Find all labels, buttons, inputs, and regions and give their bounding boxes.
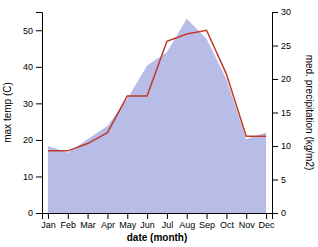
tick-mark	[272, 146, 278, 147]
x-axis-title: date (month)	[127, 232, 188, 243]
tick-label: May	[119, 220, 137, 230]
axis-line	[43, 214, 273, 220]
tick-label: Oct	[220, 220, 235, 230]
tick-label: Apr	[101, 220, 115, 230]
tick-label: Jun	[140, 220, 155, 230]
tick-label: 10	[23, 172, 33, 182]
tick-label: Jul	[162, 220, 174, 230]
tick-mark	[107, 213, 108, 219]
tick-mark	[266, 213, 267, 219]
tick: 20	[23, 135, 42, 145]
tick-label: 40	[23, 62, 33, 72]
y2-axis-title: med. precipitation (kg/m2)	[304, 55, 315, 171]
tick: 10	[272, 141, 291, 151]
tick: Mar	[80, 213, 96, 230]
tick-label: 20	[23, 135, 33, 145]
tick: 0	[28, 208, 42, 218]
tick-label: Nov	[239, 220, 256, 230]
tick-label: Jan	[41, 220, 56, 230]
tick-mark	[36, 140, 42, 141]
tick: Apr	[101, 213, 115, 230]
tick-label: 15	[281, 108, 291, 118]
area	[48, 19, 266, 213]
tick-mark	[187, 213, 188, 219]
tick-label: 10	[281, 141, 291, 151]
tick-label: Mar	[80, 220, 96, 230]
tick: Jul	[162, 213, 174, 230]
tick-mark	[127, 213, 128, 219]
tick: 15	[272, 108, 291, 118]
tick: Nov	[239, 213, 256, 230]
tick: Sep	[199, 213, 215, 230]
tick-mark	[272, 113, 278, 114]
tick-mark	[36, 103, 42, 104]
tick: Feb	[61, 213, 77, 230]
tick: 10	[23, 172, 42, 182]
tick-mark	[36, 67, 42, 68]
tick: 5	[272, 175, 286, 185]
tick: Jan	[41, 213, 56, 230]
tick: 50	[23, 26, 42, 36]
tick: Oct	[220, 213, 235, 230]
tick-label: Aug	[179, 220, 195, 230]
y-axis: 0 10 20 30 40 50	[23, 13, 43, 219]
tick-mark	[272, 12, 278, 13]
tick-label: 5	[281, 175, 286, 185]
tick-mark	[272, 180, 278, 181]
tick-label: 0	[281, 208, 286, 218]
x-axis: Jan FebMar Apr MayJun Jul Aug Sep Oct NovDec	[41, 213, 275, 230]
tick: 25	[272, 41, 291, 51]
line	[48, 30, 266, 151]
tick-mark	[36, 176, 42, 177]
tick-mark	[272, 213, 278, 214]
tick-mark	[226, 213, 227, 219]
tick-mark	[272, 79, 278, 80]
y2-axis: 0 5 10 15 20 25 30	[272, 7, 291, 218]
tick-label: Feb	[61, 220, 77, 230]
tick-mark	[147, 213, 148, 219]
tick-label: 30	[23, 99, 33, 109]
tick-label: 30	[281, 7, 291, 17]
tick: 20	[272, 74, 291, 84]
tick-mark	[36, 213, 42, 214]
tick-label: Sep	[199, 220, 215, 230]
tick-mark	[207, 213, 208, 219]
tick: Aug	[179, 213, 195, 230]
tick-label: 25	[281, 41, 291, 51]
tick: 40	[23, 62, 42, 72]
marks	[48, 19, 266, 213]
tick: May	[119, 213, 137, 230]
chart: Jan FebMar Apr MayJun Jul Aug Sep Oct NovDec 0 10 2…	[0, 0, 318, 247]
tick-mark	[36, 30, 42, 31]
tick: 0	[272, 208, 286, 218]
tick-label: Dec	[259, 220, 276, 230]
tick-label: 50	[23, 26, 33, 36]
tick: 30	[23, 99, 42, 109]
tick-mark	[68, 213, 69, 219]
tick-mark	[48, 213, 49, 219]
tick-mark	[272, 46, 278, 47]
tick: Jun	[140, 213, 155, 230]
y-axis-title: max temp (C)	[2, 82, 13, 143]
tick-mark	[88, 213, 89, 219]
tick-mark	[167, 213, 168, 219]
tick-label: 20	[281, 74, 291, 84]
tick: 30	[272, 7, 291, 17]
tick-label: 0	[28, 208, 33, 218]
plot: Jan FebMar Apr MayJun Jul Aug Sep Oct NovDec 0 10 2…	[23, 7, 291, 230]
tick-mark	[246, 213, 247, 219]
chart-container: Jan FebMar Apr MayJun Jul Aug Sep Oct NovDec 0 10 2…	[0, 0, 318, 247]
axis-line	[36, 13, 43, 214]
axis-line	[273, 13, 279, 214]
tick: Dec	[259, 213, 276, 230]
